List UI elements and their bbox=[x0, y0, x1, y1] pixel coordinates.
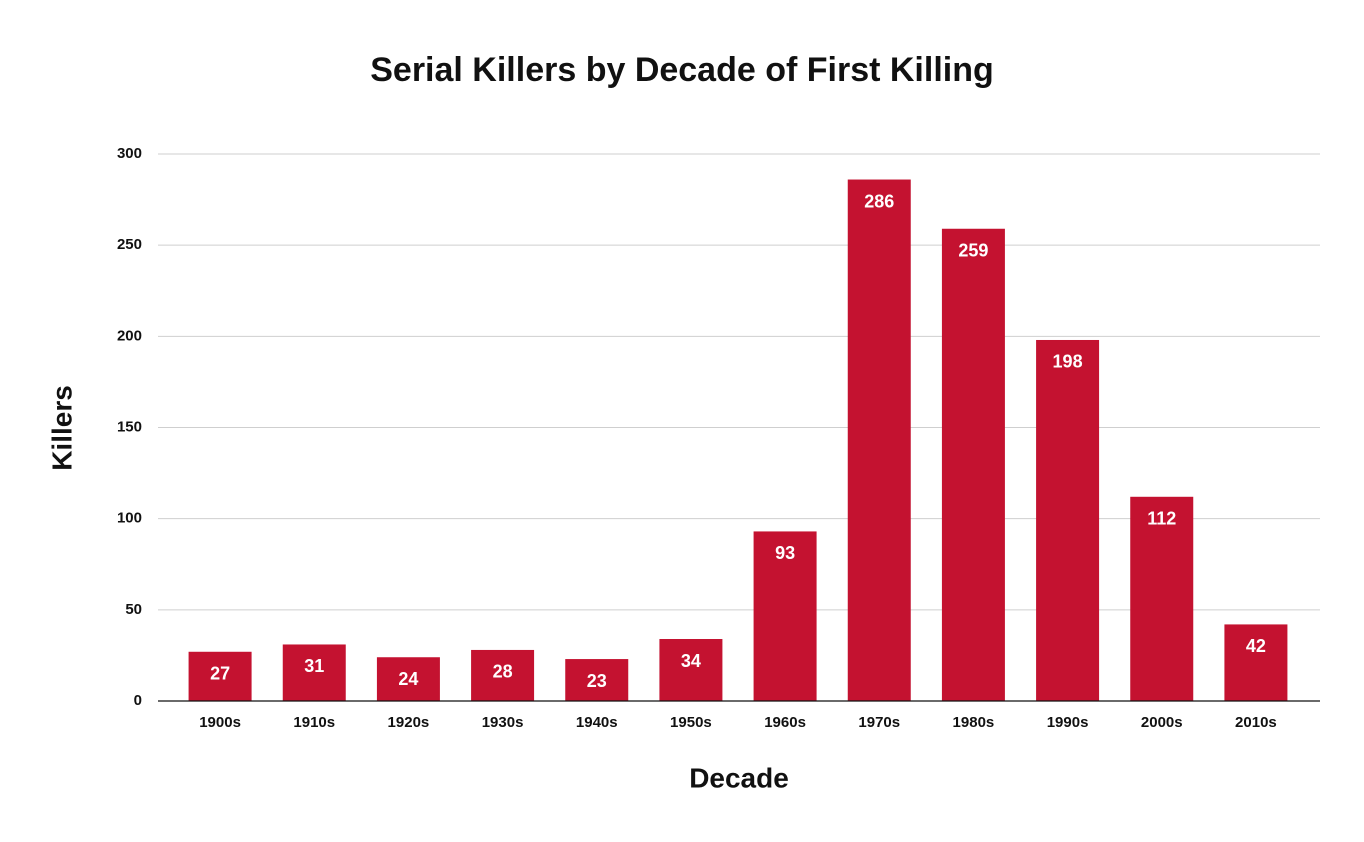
bar bbox=[1036, 339, 1100, 701]
bar bbox=[1224, 624, 1288, 701]
x-axis-label: Decade bbox=[689, 762, 789, 793]
bar bbox=[659, 639, 723, 701]
data-label: 34 bbox=[681, 651, 701, 671]
y-tick-label: 150 bbox=[117, 418, 142, 435]
chart-title: Serial Killers by Decade of First Killin… bbox=[370, 51, 994, 89]
y-tick-label: 250 bbox=[117, 236, 142, 253]
y-tick-label: 300 bbox=[117, 145, 142, 162]
bar bbox=[847, 179, 911, 701]
x-tick-label: 1920s bbox=[388, 714, 430, 731]
x-tick-label: 1980s bbox=[953, 714, 995, 731]
bar bbox=[376, 657, 440, 701]
data-label: 28 bbox=[493, 662, 513, 682]
y-tick-label: 200 bbox=[117, 327, 142, 344]
data-label: 24 bbox=[398, 669, 418, 689]
x-tick-label: 1970s bbox=[858, 714, 900, 731]
bar bbox=[753, 531, 817, 701]
x-tick-label: 2000s bbox=[1141, 714, 1183, 731]
data-label: 286 bbox=[864, 191, 894, 211]
x-tick-label: 1960s bbox=[764, 714, 806, 731]
x-tick-label: 1950s bbox=[670, 714, 712, 731]
x-tick-label: 1990s bbox=[1047, 714, 1089, 731]
x-tick-label: 2010s bbox=[1235, 714, 1277, 731]
y-tick-label: 0 bbox=[134, 692, 142, 709]
data-label: 42 bbox=[1246, 636, 1266, 656]
y-tick-label: 50 bbox=[125, 601, 142, 618]
x-tick-label: 1900s bbox=[199, 714, 241, 731]
data-label: 259 bbox=[958, 241, 988, 261]
bar bbox=[188, 651, 252, 701]
bar bbox=[565, 659, 629, 701]
bar bbox=[282, 644, 346, 701]
data-label: 198 bbox=[1053, 352, 1083, 372]
bar bbox=[471, 649, 535, 701]
x-tick-label: 1910s bbox=[293, 714, 335, 731]
y-axis-label: Killers bbox=[46, 385, 77, 471]
data-label: 31 bbox=[304, 656, 324, 676]
data-label: 93 bbox=[775, 543, 795, 563]
bar bbox=[941, 228, 1005, 702]
x-tick-label: 1930s bbox=[482, 714, 524, 731]
data-label: 27 bbox=[210, 664, 230, 684]
data-label: 112 bbox=[1147, 509, 1176, 529]
data-label: 23 bbox=[587, 671, 607, 691]
x-tick-label: 1940s bbox=[576, 714, 618, 731]
y-tick-label: 100 bbox=[117, 510, 142, 527]
bar bbox=[1130, 496, 1194, 701]
